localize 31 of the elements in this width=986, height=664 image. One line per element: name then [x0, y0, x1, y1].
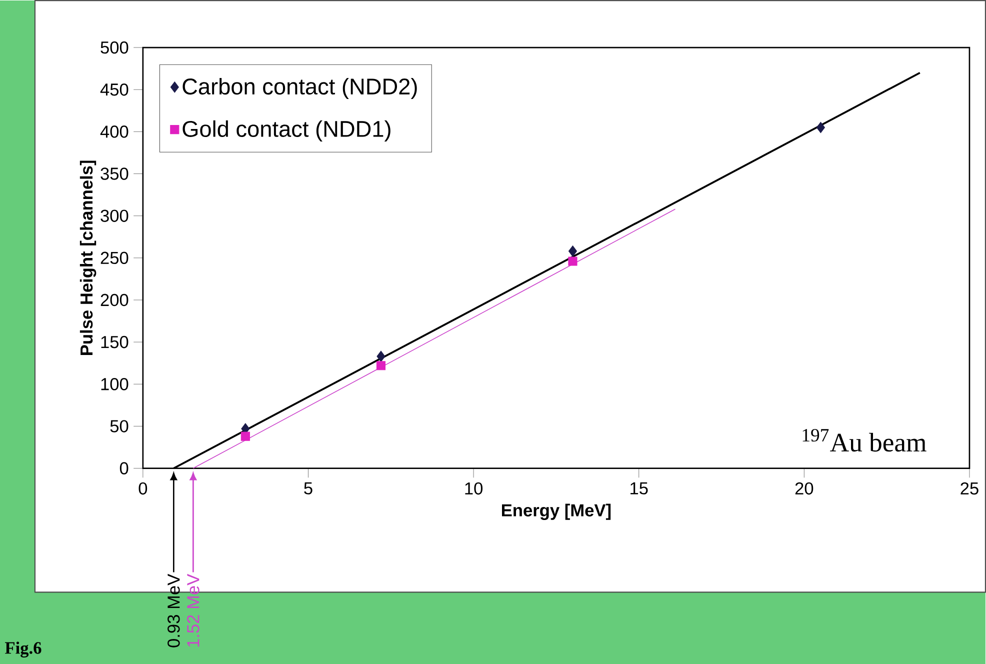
y-tick-label: 350 [100, 168, 128, 180]
y-tick-label: 150 [101, 336, 128, 348]
y-tick-label: 100 [101, 378, 128, 390]
y-tick-label: 300 [100, 210, 128, 222]
y-tick-label: 400 [100, 125, 128, 138]
y-tick-label: 50 [110, 420, 128, 432]
y-tick-label: 500 [100, 41, 128, 54]
point [568, 245, 577, 257]
legend-label: Gold contact (NDD1) [182, 120, 390, 142]
text: 1.52 MeV [187, 574, 200, 647]
x-axis-title: Energy [MeV] [502, 504, 611, 520]
caption: Fig.6 [5, 642, 42, 658]
x-tick-label: 0 [138, 482, 148, 495]
point [376, 350, 386, 362]
y-tick-label: 200 [100, 294, 128, 306]
point [240, 432, 250, 441]
y-tick-label: 0 [120, 462, 128, 474]
point [568, 256, 578, 266]
text: 0.93 MeV [168, 574, 180, 648]
x-tick-label: 20 [795, 482, 814, 495]
x-tick-label: 10 [465, 482, 483, 495]
y-tick-label: 450 [100, 83, 128, 96]
y-tick-label: 250 [100, 252, 128, 264]
legend-label: Carbon contact (NDD2) [182, 78, 417, 99]
x-tick-label: 15 [630, 482, 648, 494]
point [816, 122, 825, 133]
y-axis-title: Pulse Height [channels] [80, 160, 96, 355]
annotation: $^{197}$Au beam [802, 428, 926, 452]
point [376, 361, 386, 370]
x-tick-label: 25 [960, 482, 978, 495]
x-tick-label: 5 [304, 482, 312, 494]
